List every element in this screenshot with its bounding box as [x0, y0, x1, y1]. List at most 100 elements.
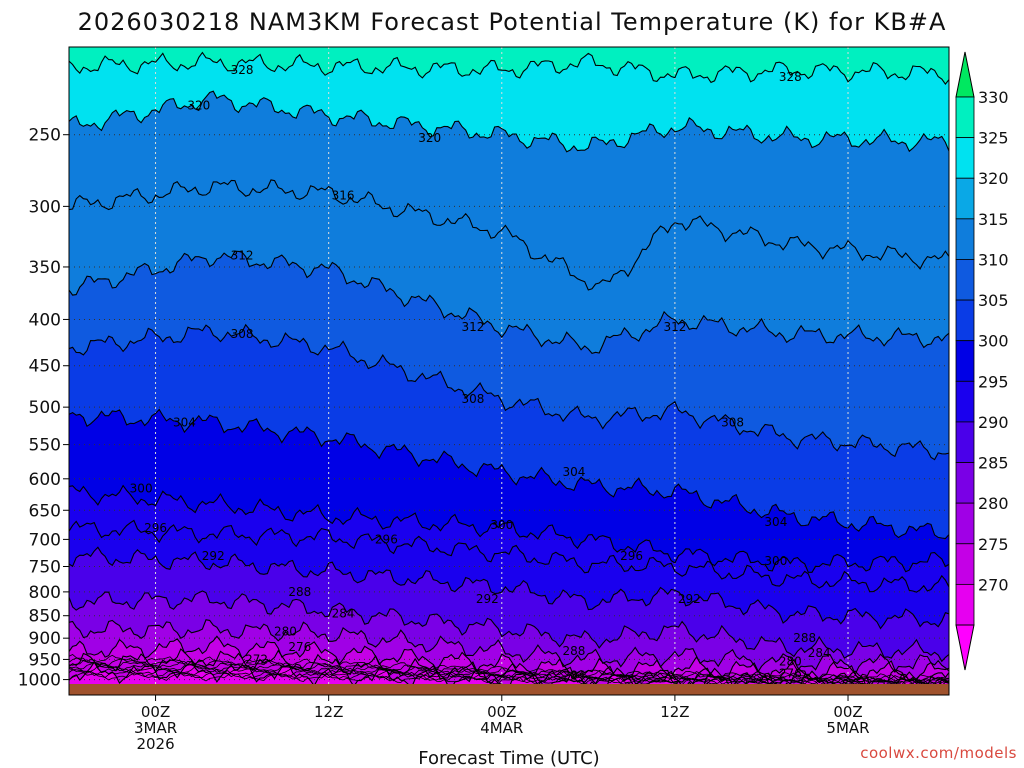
colorbar-swatch [955, 177, 975, 220]
colorbar-swatch [955, 299, 975, 342]
contour-labels: 328 328 320 320 316 312 312 312 308 308 308 304 304 3… [130, 63, 831, 683]
temperature-fill [69, 47, 949, 695]
contour-label-text: 312 [663, 320, 686, 334]
contour-label: 276 [288, 640, 311, 654]
contour-label-text: 308 [231, 327, 254, 341]
contour-label-text: 284 [562, 669, 585, 683]
x-tick-label: 00Z [141, 703, 170, 721]
contour-label: 312 [231, 249, 254, 263]
y-tick-label: 900 [29, 629, 61, 649]
contour-label: 284 [332, 606, 355, 620]
contour-label-text: 300 [130, 482, 153, 496]
contour-label-text: 272 [245, 652, 268, 666]
contour-label: 316 [332, 189, 355, 203]
contour-label: 320 [187, 98, 210, 112]
contour-line-minor-2 [69, 666, 949, 687]
colorbar-tick-label: 310 [978, 250, 1009, 269]
y-tick-label: 300 [29, 197, 61, 217]
colorbar-tick-label: 325 [978, 129, 1009, 148]
colorbar-tick-label: 285 [978, 454, 1009, 473]
colorbar-tick-label: 315 [978, 210, 1009, 229]
y-tick-label: 500 [29, 398, 61, 418]
contour-label-text: 328 [779, 70, 802, 84]
contour-label-text: 292 [678, 592, 701, 606]
contour-label: 328 [779, 70, 802, 84]
y-axis: 2503003504004505005506006507007508008509… [18, 126, 69, 691]
contour-label-text: 304 [562, 465, 585, 479]
contour-line-300-K [69, 484, 949, 573]
colorbar-tick-label: 275 [978, 535, 1009, 554]
contour-label-text: 312 [461, 320, 484, 334]
colorbar: 330 325 320 315 310 305 300 295 290 285 280 275 270 [955, 51, 1009, 671]
y-tick-label: 250 [29, 126, 61, 146]
y-tick-label: 750 [29, 558, 61, 578]
contour-label: 308 [231, 327, 254, 341]
contour-label-text: 328 [231, 63, 254, 77]
credit-text: coolwx.com/models [860, 744, 1017, 762]
colorbar-swatch [955, 259, 975, 301]
colorbar-swatch [955, 96, 975, 139]
contour-label-text: 276 [779, 667, 802, 681]
contour-label: 292 [476, 592, 499, 606]
colorbar-swatch [955, 340, 975, 382]
contour-label: 288 [562, 644, 585, 658]
contour-label: 304 [173, 416, 196, 430]
contour-line-308-K [69, 323, 949, 461]
y-tick-label: 1000 [18, 671, 61, 691]
contour-label: 272 [245, 652, 268, 666]
contour-label: 328 [231, 63, 254, 77]
contour-line-328-K [69, 51, 949, 86]
colorbar-tick-label: 320 [978, 169, 1009, 188]
contour-label: 300 [490, 518, 513, 532]
y-tick-label: 600 [29, 470, 61, 490]
contour-line-320-K [69, 90, 949, 153]
x-tick-label: 00Z [487, 703, 516, 721]
contour-label-text: 300 [764, 554, 787, 568]
contour-label-text: 320 [418, 131, 441, 145]
colorbar-swatch [955, 421, 975, 463]
contour-label: 296 [144, 521, 167, 535]
y-tick-label: 850 [29, 607, 61, 627]
x-tick-label: 4MAR [480, 719, 523, 737]
x-tick-label: 3MAR [134, 719, 177, 737]
contour-label-text: 288 [288, 585, 311, 599]
contour-label: 296 [620, 549, 643, 563]
contour-label-text: 292 [476, 592, 499, 606]
contour-lines [69, 51, 949, 693]
contour-line-312-K [69, 250, 949, 355]
y-tick-label: 350 [29, 258, 61, 278]
contour-label-text: 280 [779, 654, 802, 668]
contour-label-text: 284 [808, 646, 831, 660]
x-tick-label: 00Z [833, 703, 862, 721]
contour-label: 300 [130, 482, 153, 496]
x-tick-label: 5MAR [826, 719, 869, 737]
contour-label-text: 304 [764, 515, 787, 529]
contour-label-text: 284 [332, 606, 355, 620]
colorbar-tick-label: 270 [978, 575, 1009, 594]
colorbar-swatch [955, 502, 975, 545]
contour-line-280-K [69, 635, 949, 681]
contour-label: 296 [375, 532, 398, 546]
contour-line-292-K [69, 546, 949, 630]
contour-line-minor-1 [69, 669, 949, 688]
contour-label: 280 [779, 654, 802, 668]
contour-label: 280 [274, 625, 297, 639]
x-axis-label: Forecast Time (UTC) [418, 748, 599, 768]
contour-label: 300 [764, 554, 787, 568]
colorbar-swatch [955, 583, 975, 626]
contour-label-text: 296 [375, 532, 398, 546]
contour-line-304-K [69, 408, 949, 540]
colorbar-swatch [955, 380, 975, 423]
ground-layer [69, 684, 949, 695]
y-tick-label: 650 [29, 501, 61, 521]
contour-line-minor-5 [69, 659, 949, 685]
grid [69, 47, 949, 695]
colorbar-swatch [955, 137, 975, 179]
contour-label: 304 [562, 465, 585, 479]
y-tick-label: 400 [29, 310, 61, 330]
chart-title: 2026030218 NAM3KM Forecast Potential Tem… [78, 8, 947, 36]
contour-label-text: 308 [721, 416, 744, 430]
contour-line-296-K [69, 519, 949, 593]
